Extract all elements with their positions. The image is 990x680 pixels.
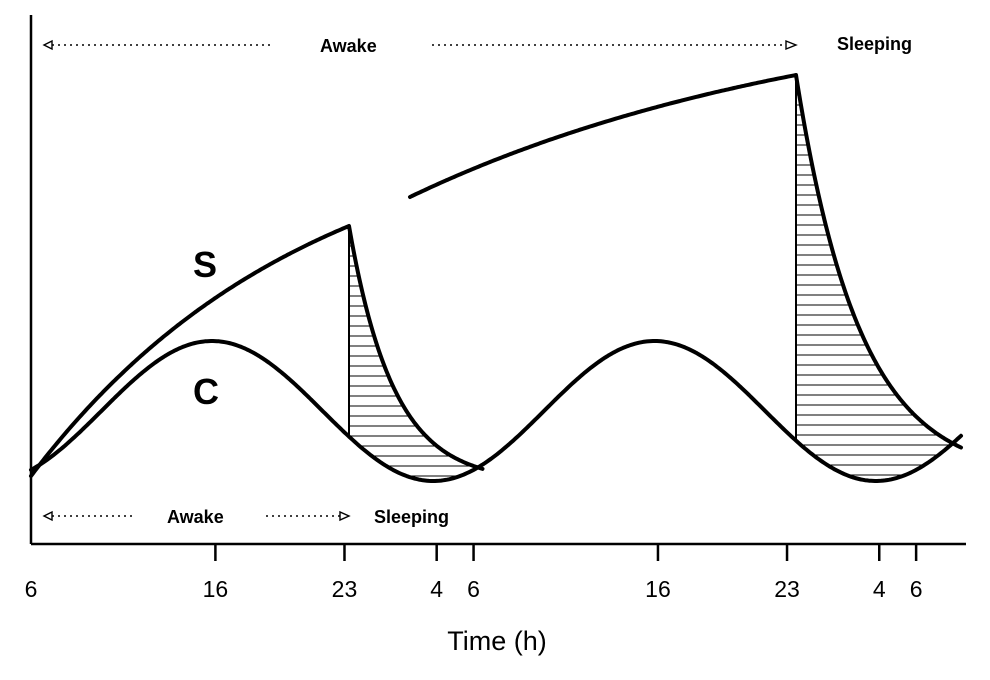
bottom-awake-arrow (42, 510, 136, 522)
x-axis-title: Time (h) (447, 626, 547, 656)
x-tick-label: 6 (467, 576, 480, 602)
bottom-sleeping-arrow (266, 510, 351, 522)
x-tick-label: 4 (430, 576, 443, 602)
top-sleeping-arrow (432, 39, 798, 51)
bottom-awake-label: Awake (167, 507, 224, 527)
s-curve-first-cycle (29, 224, 485, 478)
x-tick-label: 16 (645, 576, 671, 602)
sleep-debt-hatching (348, 75, 951, 477)
x-axis-ticks: 6 16 23 4 6 16 23 4 6 (25, 544, 923, 602)
c-curve (29, 339, 963, 483)
x-tick-label: 6 (25, 576, 38, 602)
x-tick-label: 16 (203, 576, 229, 602)
top-sleeping-label: Sleeping (837, 34, 912, 54)
c-curve-label: C (193, 371, 219, 412)
bottom-sleeping-label: Sleeping (374, 507, 449, 527)
x-tick-label: 4 (873, 576, 886, 602)
x-tick-label: 23 (774, 576, 800, 602)
top-awake-arrow (42, 39, 272, 51)
top-awake-label: Awake (320, 36, 377, 56)
x-tick-label: 6 (910, 576, 923, 602)
x-tick-label: 23 (332, 576, 358, 602)
s-curve-label: S (193, 244, 217, 285)
s-curve-second-cycle (408, 73, 963, 450)
